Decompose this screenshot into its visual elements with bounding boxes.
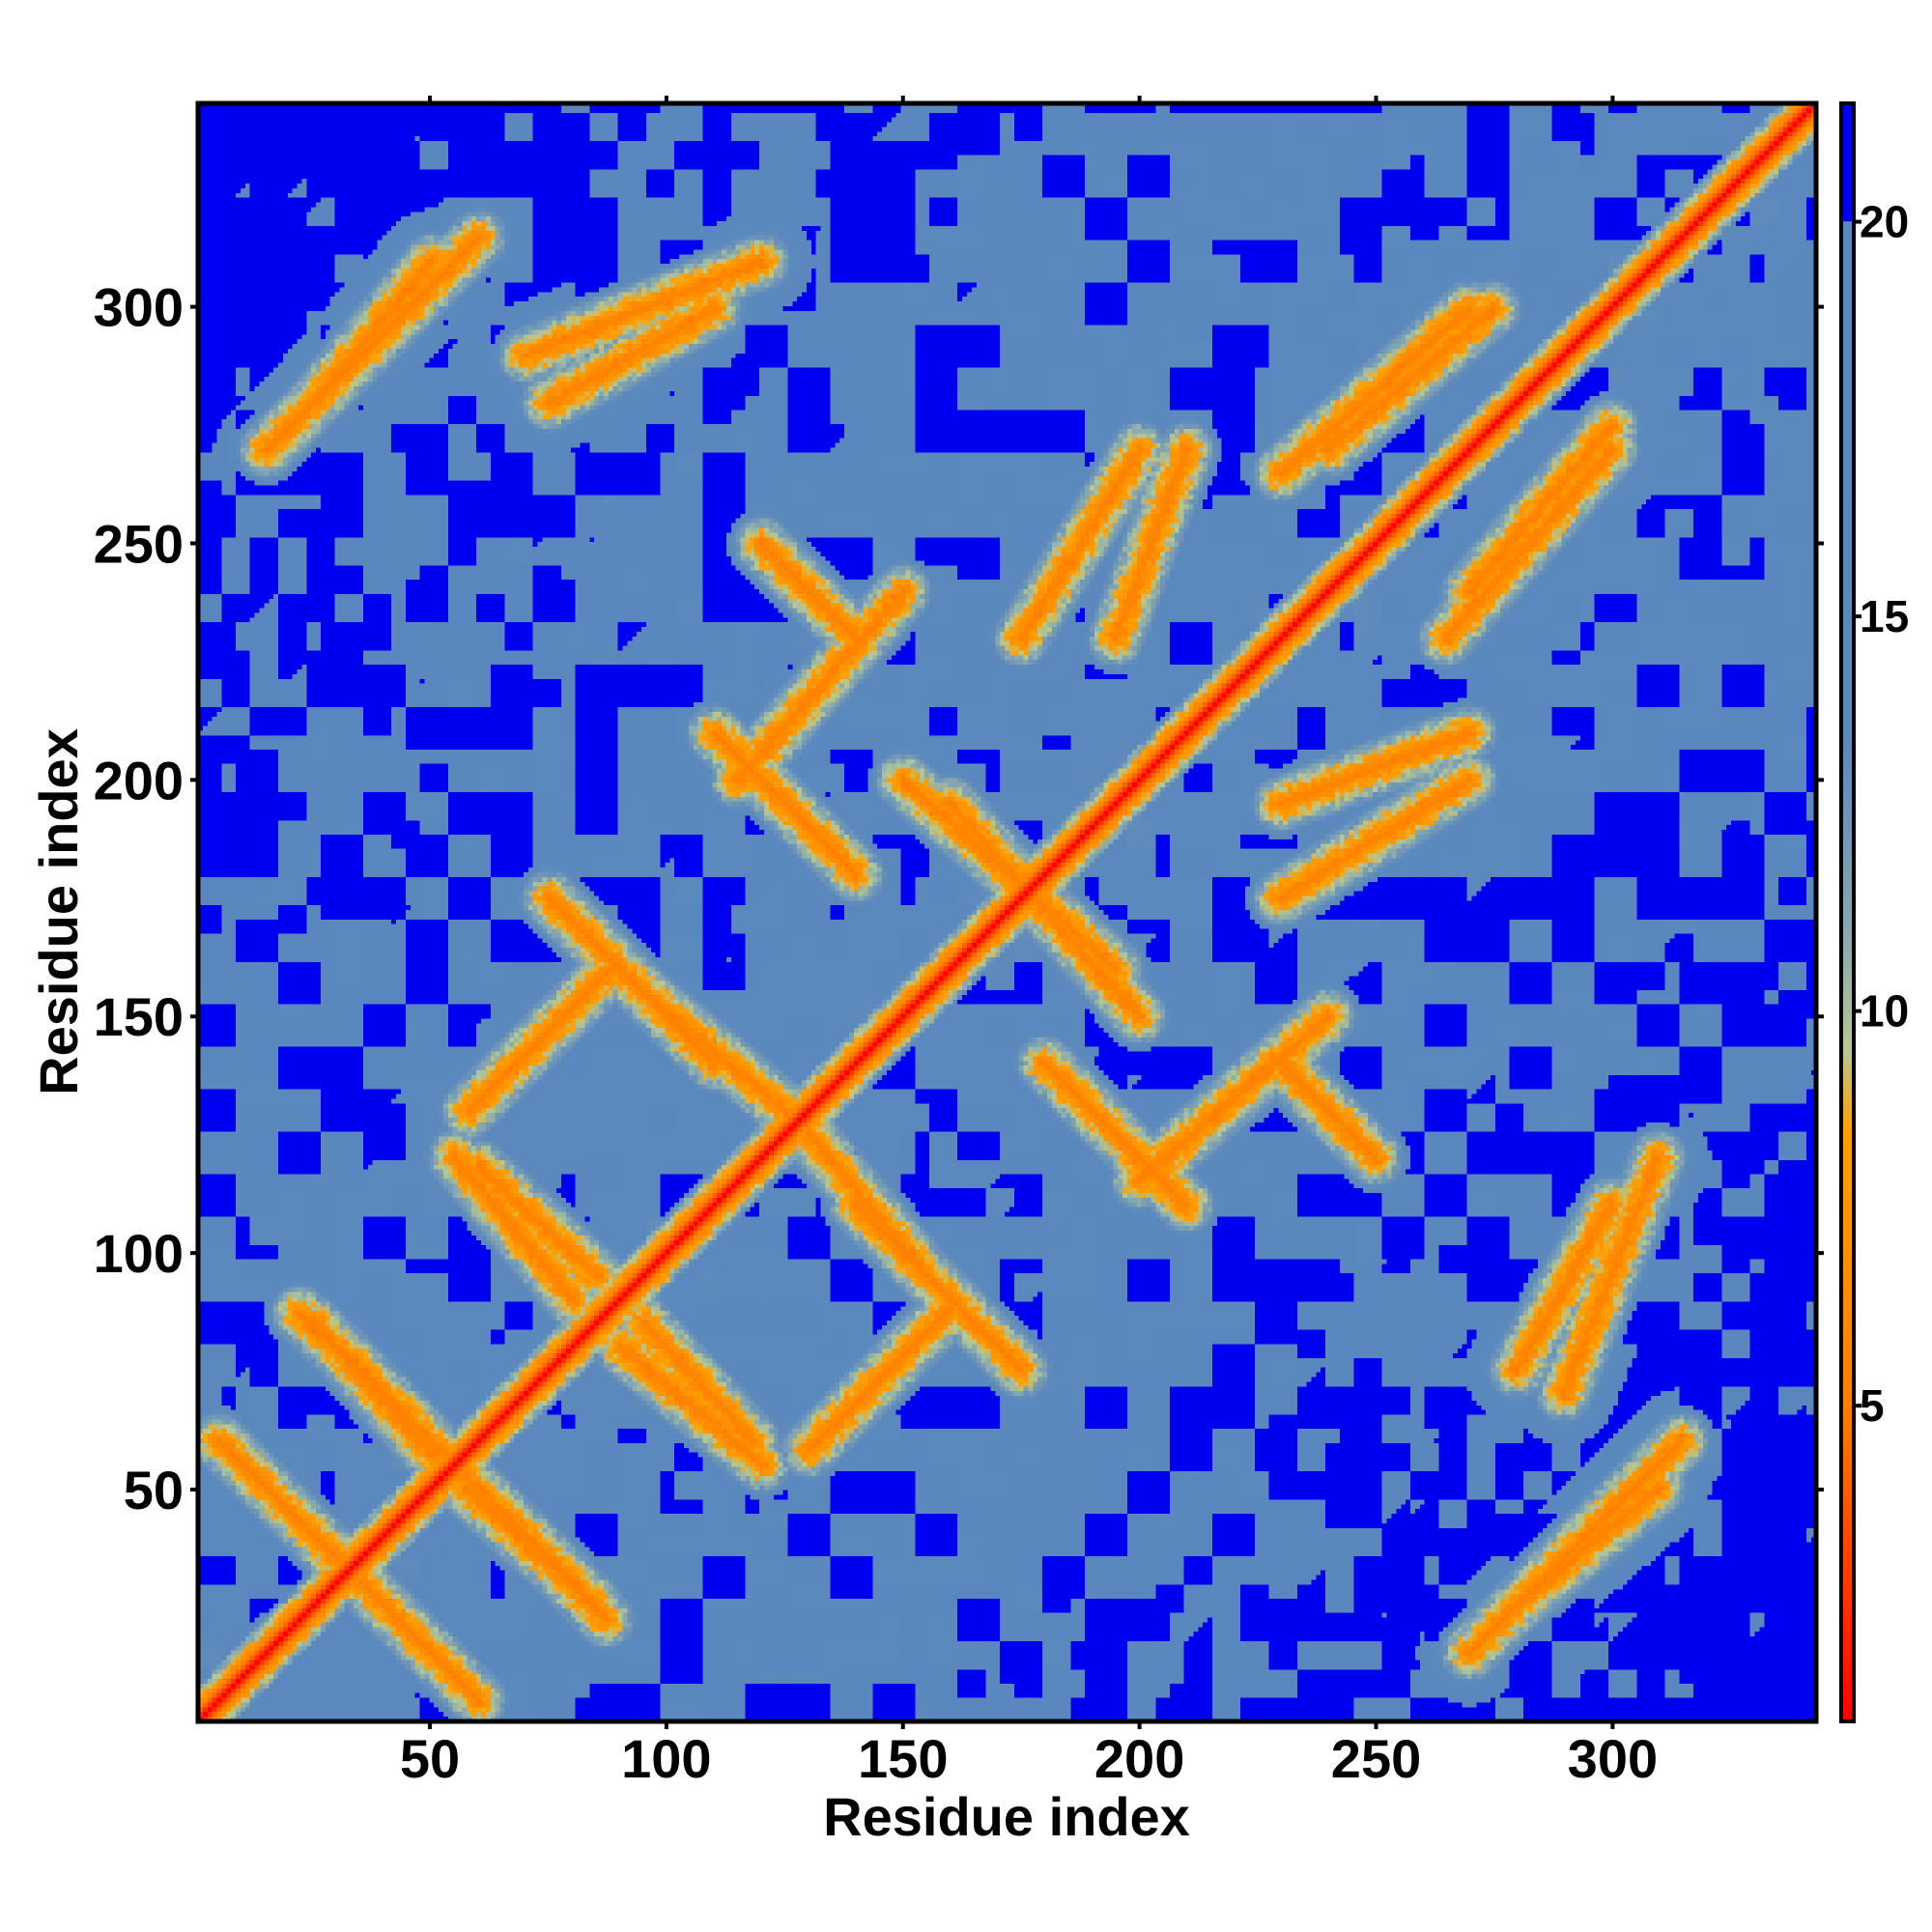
colorbar: 5 10 15 20 [1839, 101, 1909, 1723]
colorbar-tick-label: 20 [1860, 197, 1909, 247]
x-tick-label: 200 [1094, 1728, 1184, 1789]
x-tick-label: 150 [858, 1728, 948, 1789]
y-tick-label: 250 [94, 513, 184, 574]
y-tick-label: 150 [94, 986, 184, 1047]
heatmap-raster [198, 103, 1816, 1721]
x-tick-label: 50 [400, 1728, 460, 1789]
right-axis-ticks [1816, 304, 1824, 1492]
y-axis-ticks: 50 100 150 200 250 300 [94, 277, 198, 1520]
x-tick-label: 300 [1568, 1728, 1658, 1789]
heatmap-plot [195, 100, 1819, 1724]
colorbar-fill [1839, 101, 1856, 1723]
plot-frame [195, 100, 1819, 1724]
colorbar-ticks: 5 10 15 20 [1854, 197, 1909, 1431]
x-axis-title: Residue index [823, 1786, 1190, 1847]
y-axis-title: Residue index [28, 728, 89, 1095]
x-tick-label: 250 [1331, 1728, 1421, 1789]
colorbar-tick-label: 5 [1860, 1380, 1885, 1431]
y-tick-label: 200 [94, 750, 184, 810]
y-tick-label: 50 [124, 1460, 184, 1520]
top-axis-ticks [427, 96, 1615, 103]
x-tick-label: 100 [621, 1728, 711, 1789]
heatmap-canvas [198, 103, 1816, 1721]
y-tick-label: 100 [94, 1223, 184, 1284]
colorbar-tick-label: 15 [1860, 591, 1909, 641]
colorbar-tick-label: 10 [1860, 986, 1909, 1037]
y-tick-label: 300 [94, 277, 184, 338]
x-axis-ticks: 50 100 150 200 250 300 [400, 1721, 1658, 1789]
